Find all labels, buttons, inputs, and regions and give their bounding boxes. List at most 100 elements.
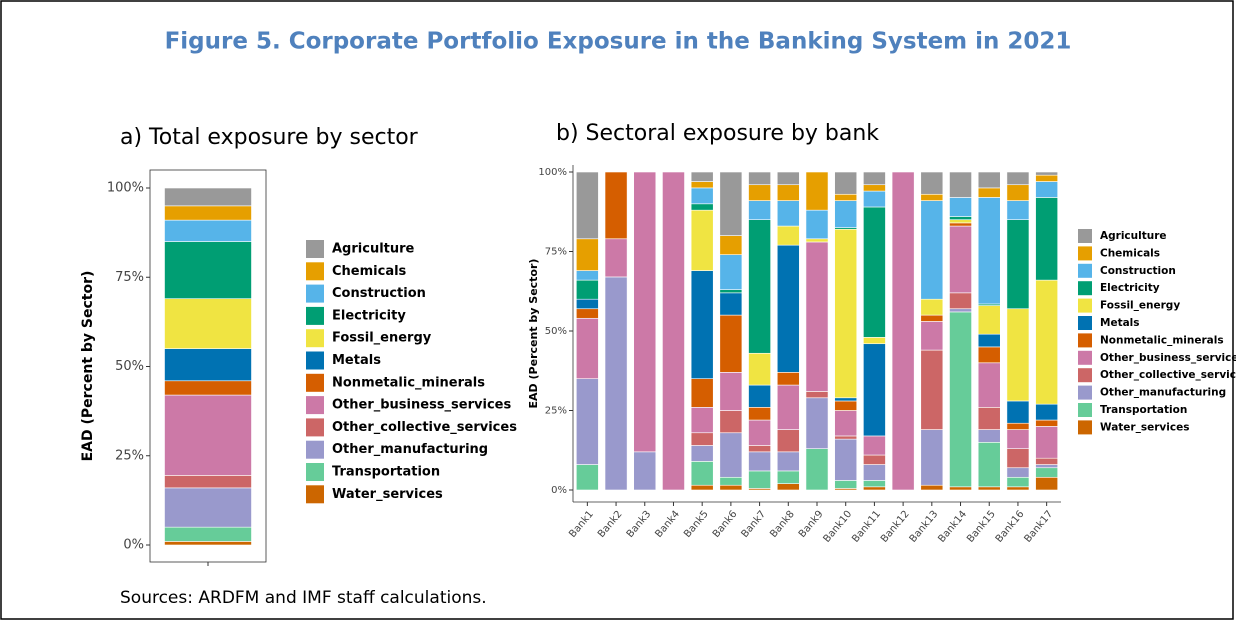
bar-segment [1035,279,1058,405]
bar-segment [576,464,599,491]
legend-label: Nonmetalic_minerals [332,375,485,390]
legend-swatch [1078,403,1092,417]
bar-segment [164,380,252,396]
bar-segment [164,298,252,349]
figure-title: Figure 5. Corporate Portfolio Exposure i… [165,29,1072,55]
bar-segment [164,526,252,542]
bar-segment [719,254,743,290]
bar-segment [164,394,252,476]
bar-segment [576,171,599,240]
legend-swatch [306,262,324,281]
legend-swatch [306,440,324,459]
bar-segment [776,225,800,246]
bar-segment [920,314,944,322]
bar-segment [863,454,886,465]
bar-segment [164,475,252,489]
bar-segment [1035,171,1058,176]
bar-segment [164,541,252,546]
legend-label: Other_business_services [1100,352,1236,364]
bar-segment [1006,184,1030,201]
bar-segment [164,348,252,382]
legend-label: Water_services [1100,421,1189,433]
legend-label: Chemicals [332,264,407,279]
bar-segment [805,241,829,392]
bar-segment [977,429,1001,443]
bar-segment [920,298,944,316]
bar-segment [690,270,714,379]
bar-segment [719,476,743,486]
bar-segment [719,235,743,255]
bar-segment [776,171,800,186]
bar-segment [690,378,714,408]
bar-segment [576,238,599,271]
bar-segment [891,171,915,491]
bar-segment [977,305,1001,335]
y-tick-label: 0% [551,485,567,496]
bar-segment [690,209,714,271]
bar-segment [719,314,743,373]
bar-segment [863,171,886,186]
bar-segment [164,219,252,242]
bar-segment [1035,403,1058,421]
legend-swatch [1078,281,1092,296]
bar-segment [920,484,944,491]
bar-segment [1035,174,1058,182]
legend-label: Other_collective_services [332,420,517,435]
bar-segment [748,384,771,408]
bar-segment [834,397,858,402]
bar-segment [834,435,858,440]
bar-segment [748,200,771,220]
bar-segment [863,435,886,456]
bar-segment [164,205,252,221]
legend-swatch [306,329,324,348]
bar-segment [164,241,252,299]
bar-segment [949,292,972,310]
bar-segment [920,429,944,486]
bar-segment [748,470,771,489]
y-tick-label: 0% [123,538,144,553]
bar-segment [834,171,858,195]
bar-segment [805,397,829,449]
bar-segment [1006,219,1030,310]
legend-label: Nonmetalic_minerals [1100,334,1224,346]
legend-label: Metals [332,353,381,368]
bar-segment [949,219,972,224]
bar-segment [633,451,657,491]
bar-segment [834,228,858,399]
bar-segment [949,197,972,217]
bar-segment [604,238,628,278]
bar-segment [719,372,743,411]
bar-segment [604,171,628,240]
bar-segment [776,200,800,227]
legend-label: Construction [332,286,426,301]
bar-segment [633,171,657,453]
bar-segment [949,308,972,313]
bar-segment [1006,429,1030,449]
bar-segment [977,333,1001,348]
legend-swatch [306,485,324,504]
chart-subtitle: b) Sectoral exposure by bank [556,121,879,146]
bar-segment [920,200,944,300]
bar-segment [1035,457,1058,465]
bar-segment [748,171,771,186]
bar-segment [776,372,800,386]
bar-segment [977,346,1001,364]
bar-segment [1035,426,1058,459]
bar-segment [1035,181,1058,198]
bar-segment [690,445,714,462]
legend-label: Agriculture [1100,230,1167,242]
bar-segment [920,193,944,201]
bar-segment [977,407,1001,430]
bar-segment [576,298,599,310]
bar-segment [690,187,714,205]
bar-segment [776,384,800,430]
bar-segment [690,171,714,182]
bar-segment [690,432,714,446]
bar-segment [920,321,944,351]
bar-segment [776,184,800,201]
bar-segment [1006,171,1030,186]
legend-swatch [1078,368,1092,383]
bar-segment [690,461,714,486]
bar-segment [604,276,628,491]
